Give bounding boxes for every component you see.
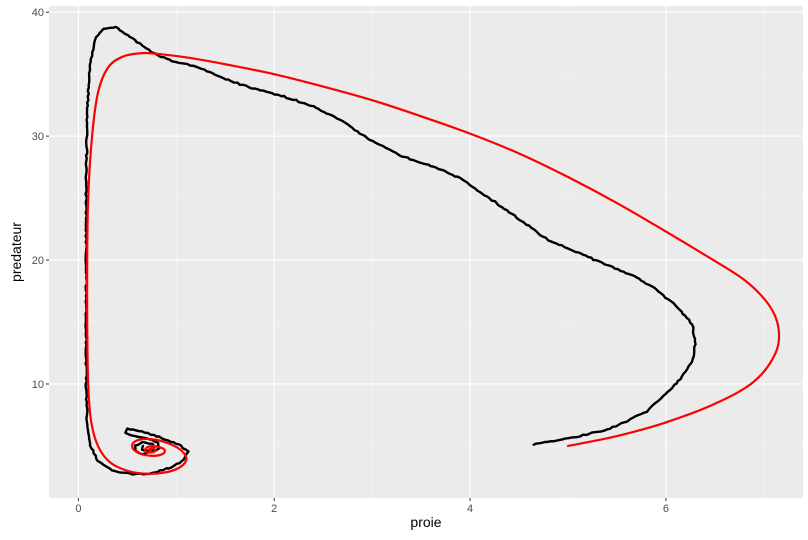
plot-panel: [49, 6, 803, 498]
x-axis: 0 2 4 6: [75, 498, 669, 515]
x-tick-label: 4: [467, 503, 473, 515]
x-tick-label: 6: [663, 503, 669, 515]
y-axis: 10 20 30 40: [32, 7, 49, 391]
y-tick-label: 30: [32, 131, 44, 143]
minor-gridlines: [49, 6, 803, 498]
x-axis-title: proie: [410, 514, 441, 530]
series-line-red: [85, 51, 781, 476]
series-line-black: [84, 25, 697, 476]
y-tick-label: 20: [32, 255, 44, 267]
y-axis-title: predateur: [8, 222, 24, 282]
y-tick-label: 10: [32, 379, 44, 391]
y-tick-label: 40: [32, 7, 44, 19]
x-tick-label: 2: [271, 503, 277, 515]
x-tick-label: 0: [75, 503, 81, 515]
series-layer: [84, 25, 781, 476]
major-gridlines: [49, 6, 803, 498]
